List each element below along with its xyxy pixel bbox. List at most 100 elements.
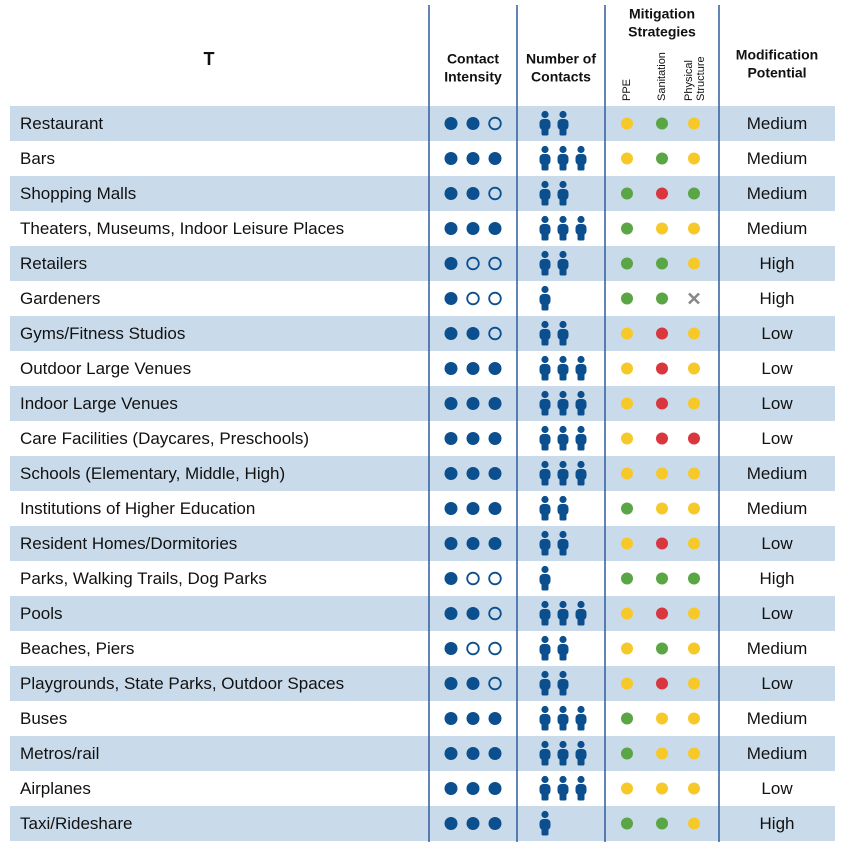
icon-head	[577, 775, 585, 784]
icon-head	[541, 320, 549, 329]
mitigation-dot	[621, 572, 633, 585]
icon-legs	[541, 686, 549, 696]
intensity-dot	[444, 537, 458, 550]
row-type: Playgrounds, State Parks, Outdoor Spaces	[20, 674, 344, 693]
contact-icon	[557, 600, 569, 626]
mitigation-dot	[621, 537, 633, 550]
icon-legs	[541, 196, 549, 206]
icon-head	[541, 705, 549, 714]
mitigation-dot	[688, 257, 700, 270]
icon-legs	[577, 616, 585, 626]
icon-legs	[577, 476, 585, 486]
icon-head	[559, 495, 567, 504]
icon-legs	[541, 651, 549, 661]
icon-head	[559, 425, 567, 434]
icon-legs	[559, 231, 567, 241]
mitigation-dot	[656, 607, 668, 620]
icon-legs	[541, 231, 549, 241]
icon-head	[541, 810, 549, 819]
row-type: Parks, Walking Trails, Dog Parks	[20, 569, 267, 588]
mitigation-dot	[688, 712, 700, 725]
mitigation-dot	[656, 222, 668, 235]
icon-legs	[559, 686, 567, 696]
mitigation-dot	[621, 397, 633, 410]
intensity-dot	[444, 642, 458, 655]
icon-legs	[559, 126, 567, 136]
row-type: Taxi/Rideshare	[20, 814, 132, 833]
intensity-dot	[488, 712, 502, 725]
contact-icon	[539, 390, 551, 416]
intensity-dot	[466, 327, 480, 340]
contact-icon	[575, 390, 587, 416]
icon-legs	[541, 511, 549, 521]
intensity-dot	[444, 782, 458, 795]
contact-icon	[557, 460, 569, 486]
icon-legs	[577, 441, 585, 451]
contact-icon	[557, 670, 569, 696]
intensity-dot	[488, 291, 502, 306]
icon-legs	[577, 371, 585, 381]
contact-icon	[557, 215, 569, 241]
icon-legs	[577, 721, 585, 731]
modification: Medium	[747, 639, 807, 658]
modification: Low	[761, 779, 793, 798]
icon-legs	[541, 791, 549, 801]
icon-legs	[541, 581, 549, 591]
icon-head	[541, 250, 549, 259]
icon-legs	[559, 791, 567, 801]
intensity-dot	[444, 817, 458, 830]
icon-legs	[577, 161, 585, 171]
contact-icon	[539, 425, 551, 451]
icon-head	[541, 775, 549, 784]
row-type: Bars	[20, 149, 55, 168]
row-type: Metros/rail	[20, 744, 99, 763]
icon-head	[559, 215, 567, 224]
icon-legs	[577, 756, 585, 766]
mitigation-dot	[656, 642, 668, 655]
icon-head	[541, 495, 549, 504]
contact-icon	[539, 530, 551, 556]
row-band	[10, 596, 835, 631]
intensity-dot	[488, 747, 502, 760]
icon-legs	[541, 616, 549, 626]
intensity-dot	[466, 502, 480, 515]
intensity-dot	[466, 467, 480, 480]
contact-icon	[539, 460, 551, 486]
intensity-dot	[466, 817, 480, 830]
modification: Low	[761, 359, 793, 378]
icon-head	[559, 250, 567, 259]
mitigation-dot	[688, 642, 700, 655]
mitigation-dot	[656, 817, 668, 830]
icon-head	[577, 740, 585, 749]
row-type: Beaches, Piers	[20, 639, 134, 658]
mitigation-dot	[656, 257, 668, 270]
intensity-dot	[466, 256, 480, 271]
mitigation-dot	[621, 222, 633, 235]
intensity-dot	[466, 291, 480, 306]
mitigation-dot	[688, 327, 700, 340]
intensity-dot	[466, 537, 480, 550]
contact-icon	[539, 740, 551, 766]
row-band	[10, 806, 835, 841]
icon-head	[577, 145, 585, 154]
row-type: Schools (Elementary, Middle, High)	[20, 464, 285, 483]
intensity-dot	[444, 327, 458, 340]
icon-head	[577, 425, 585, 434]
contact-icon	[575, 740, 587, 766]
header-label: Sanitation	[656, 52, 668, 101]
modification: Low	[761, 674, 793, 693]
icon-legs	[559, 616, 567, 626]
icon-head	[541, 460, 549, 469]
mitigation-dot	[621, 817, 633, 830]
modification: High	[760, 569, 795, 588]
contact-icon	[539, 285, 551, 311]
icon-head	[541, 425, 549, 434]
icon-legs	[559, 651, 567, 661]
contact-icon	[557, 145, 569, 171]
contact-icon	[557, 110, 569, 136]
mitigation-dot	[656, 747, 668, 760]
icon-legs	[541, 161, 549, 171]
mitigation-dot	[656, 327, 668, 340]
intensity-dot	[444, 467, 458, 480]
